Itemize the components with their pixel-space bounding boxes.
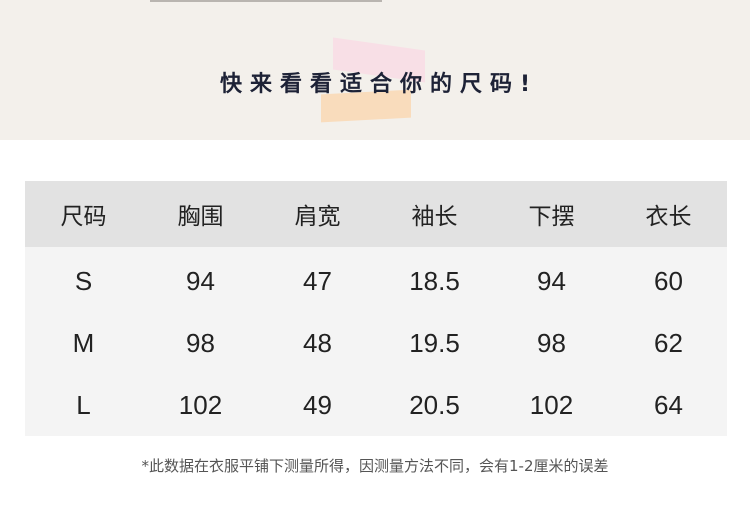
- table-row: M 98 48 19.5 98 62: [25, 312, 727, 374]
- cell: 98: [493, 312, 610, 374]
- cell: L: [25, 374, 142, 436]
- table-row: L 102 49 20.5 102 64: [25, 374, 727, 436]
- cell: 94: [493, 247, 610, 312]
- header-cell: 袖长: [376, 181, 493, 247]
- header-cell: 下摆: [493, 181, 610, 247]
- cell: 62: [610, 312, 727, 374]
- table-row: S 94 47 18.5 94 60: [25, 247, 727, 312]
- cell: 49: [259, 374, 376, 436]
- cell: S: [25, 247, 142, 312]
- cell: 102: [493, 374, 610, 436]
- cell: 94: [142, 247, 259, 312]
- measurement-note: *此数据在衣服平铺下测量所得，因测量方法不同，会有1-2厘米的误差: [141, 457, 609, 475]
- cell: 48: [259, 312, 376, 374]
- divider: [150, 0, 382, 2]
- cell: 98: [142, 312, 259, 374]
- cell: 18.5: [376, 247, 493, 312]
- page-title: 快来看看适合你的尺码!: [219, 72, 539, 97]
- header-row: 尺码 胸围 肩宽 袖长 下摆 衣长: [25, 181, 727, 247]
- header-cell: 胸围: [142, 181, 259, 247]
- cell: 102: [142, 374, 259, 436]
- cell: 20.5: [376, 374, 493, 436]
- header-cell: 衣长: [610, 181, 727, 247]
- size-table: 尺码 胸围 肩宽 袖长 下摆 衣长 S 94 47 18.5 94 60 M 9…: [25, 181, 727, 436]
- banner: 快来看看适合你的尺码!: [0, 0, 750, 140]
- cell: 19.5: [376, 312, 493, 374]
- header-cell: 尺码: [25, 181, 142, 247]
- cell: 60: [610, 247, 727, 312]
- cell: 47: [259, 247, 376, 312]
- cell: 64: [610, 374, 727, 436]
- header-cell: 肩宽: [259, 181, 376, 247]
- cell: M: [25, 312, 142, 374]
